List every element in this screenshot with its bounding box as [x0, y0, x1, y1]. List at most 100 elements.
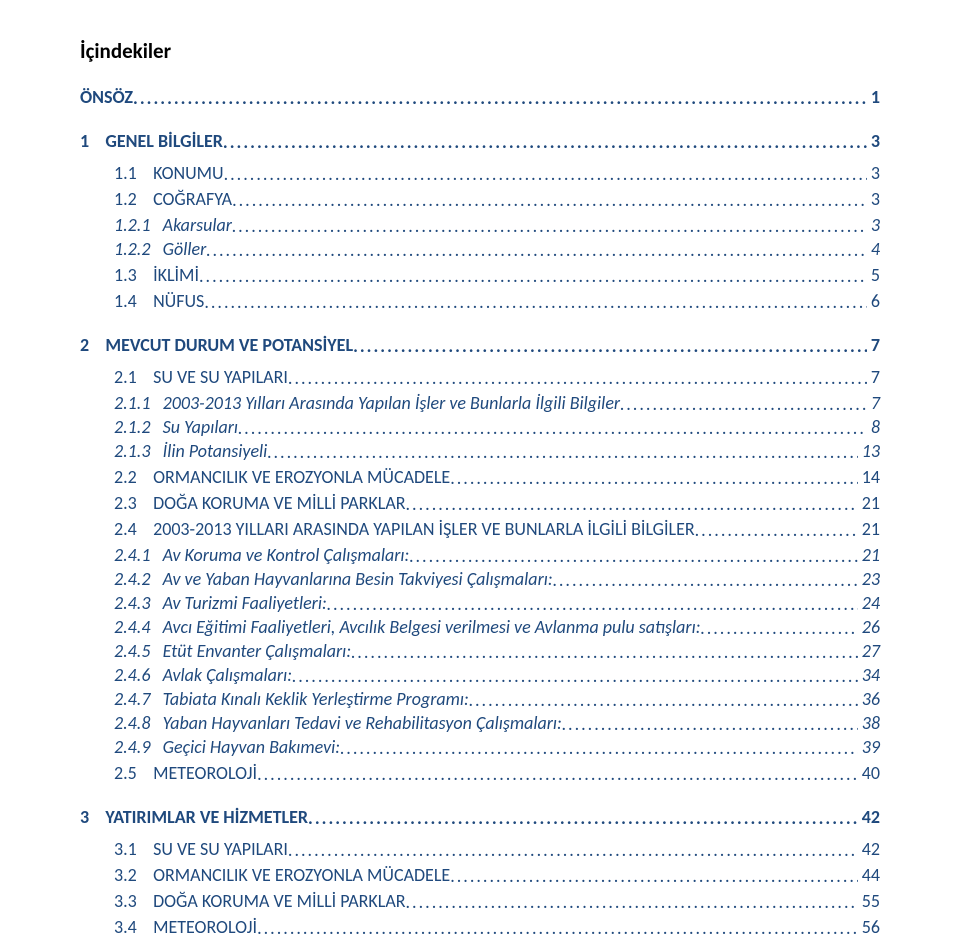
toc-entry: 2.1 SU VE SU YAPILARI 7 — [80, 366, 880, 388]
toc-entry-label: 3.4 METEOROLOJİ — [114, 916, 257, 938]
dot-leader — [133, 87, 867, 109]
toc-entry-label: 2.4 2003-2013 YILLARI ARASINDA YAPILAN İ… — [114, 518, 695, 540]
dot-leader — [695, 519, 858, 541]
toc-entry-page: 13 — [858, 440, 880, 462]
toc-entry: 3.4 METEOROLOJİ 56 — [80, 916, 880, 938]
toc-entry-page: 21 — [858, 518, 880, 540]
dot-leader — [450, 865, 858, 887]
toc-entry: 1 GENEL BİLGİLER 3 — [80, 130, 880, 152]
toc-entry: 3 YATIRIMLAR VE HİZMETLER42 — [80, 806, 880, 828]
dot-leader — [267, 441, 857, 463]
toc-entry: 1.3 İKLİMİ5 — [80, 264, 880, 286]
dot-leader — [353, 335, 867, 357]
toc-entry-label: 2.1.1 2003-2013 Yılları Arasında Yapılan… — [114, 392, 620, 414]
toc-entry: 2.4.3 Av Turizmi Faaliyetleri:24 — [80, 592, 880, 614]
toc-entry: 2.3 DOĞA KORUMA VE MİLLİ PARKLAR 21 — [80, 492, 880, 514]
toc-entry-label: 2.4.1 Av Koruma ve Kontrol Çalışmaları: — [114, 544, 409, 566]
toc-entry-label: 1.4 NÜFUS — [114, 290, 204, 312]
toc-entry-label: 1 GENEL BİLGİLER — [80, 130, 223, 152]
toc-entry-page: 7 — [867, 366, 880, 388]
toc-entry: 3.1 SU VE SU YAPILARI 42 — [80, 838, 880, 860]
toc-entry-page: 3 — [867, 130, 880, 152]
dot-leader — [351, 641, 858, 663]
table-of-contents: ÖNSÖZ11 GENEL BİLGİLER31.1 KONUMU31.2 CO… — [80, 86, 880, 938]
toc-entry-label: 3.3 DOĞA KORUMA VE MİLLİ PARKLAR — [114, 890, 406, 912]
dot-leader — [223, 131, 867, 153]
dot-leader — [292, 665, 858, 687]
toc-entry-page: 21 — [858, 492, 880, 514]
dot-leader — [199, 265, 867, 287]
toc-entry-label: ÖNSÖZ — [80, 86, 133, 108]
toc-entry-page: 3 — [867, 188, 880, 210]
toc-entry-label: 2.4.4 Avcı Eğitimi Faaliyetleri, Avcılık… — [114, 616, 701, 638]
toc-entry-label: 3.1 SU VE SU YAPILARI — [114, 838, 288, 860]
toc-entry-label: 2.4.6 Avlak Çalışmaları: — [114, 664, 292, 686]
dot-leader — [327, 593, 858, 615]
dot-leader — [409, 545, 857, 567]
toc-entry-page: 7 — [867, 334, 880, 356]
toc-entry: 2.4.8 Yaban Hayvanları Tedavi ve Rehabil… — [80, 712, 880, 734]
toc-entry-page: 27 — [858, 640, 880, 662]
toc-entry-label: 1.2.1 Akarsular — [114, 214, 232, 236]
toc-entry-label: 3.2 ORMANCILIK VE EROZYONLA MÜCADELE — [114, 864, 450, 886]
dot-leader — [553, 569, 858, 591]
toc-entry-label: 2.4.2 Av ve Yaban Hayvanlarına Besin Tak… — [114, 568, 553, 590]
toc-entry-page: 23 — [858, 568, 880, 590]
dot-leader — [701, 617, 858, 639]
toc-entry-label: 2.5 METEOROLOJİ — [114, 762, 257, 784]
toc-entry-label: 1.2.2 Göller — [114, 238, 206, 260]
dot-leader — [257, 917, 858, 939]
toc-entry: 2.2 ORMANCILIK VE EROZYONLA MÜCADELE14 — [80, 466, 880, 488]
dot-leader — [450, 467, 858, 489]
toc-entry-label: 2 MEVCUT DURUM VE POTANSİYEL — [80, 334, 353, 356]
toc-entry-label: 2.1.2 Su Yapıları — [114, 416, 238, 438]
dot-leader — [232, 189, 867, 211]
toc-entry-page: 38 — [858, 712, 880, 734]
toc-entry: 2.4.2 Av ve Yaban Hayvanlarına Besin Tak… — [80, 568, 880, 590]
toc-entry-page: 39 — [858, 736, 880, 758]
toc-entry-page: 24 — [858, 592, 880, 614]
toc-entry: 2.4 2003-2013 YILLARI ARASINDA YAPILAN İ… — [80, 518, 880, 540]
toc-entry-label: 1.1 KONUMU — [114, 162, 224, 184]
toc-entry-page: 3 — [867, 162, 880, 184]
toc-entry: 2.4.5 Etüt Envanter Çalışmaları: 27 — [80, 640, 880, 662]
toc-entry: 2.4.4 Avcı Eğitimi Faaliyetleri, Avcılık… — [80, 616, 880, 638]
toc-entry: 2.4.6 Avlak Çalışmaları: 34 — [80, 664, 880, 686]
toc-entry: 2.5 METEOROLOJİ40 — [80, 762, 880, 784]
toc-entry-label: 2.2 ORMANCILIK VE EROZYONLA MÜCADELE — [114, 466, 450, 488]
dot-leader — [406, 493, 858, 515]
dot-leader — [469, 689, 858, 711]
toc-entry: 1.2.1 Akarsular3 — [80, 214, 880, 236]
dot-leader — [620, 393, 867, 415]
toc-entry: 1.1 KONUMU 3 — [80, 162, 880, 184]
toc-entry-label: 3 YATIRIMLAR VE HİZMETLER — [80, 806, 308, 828]
dot-leader — [224, 163, 867, 185]
toc-entry: 2.1.3 İlin Potansiyeli13 — [80, 440, 880, 462]
toc-entry: 2.4.1 Av Koruma ve Kontrol Çalışmaları: 2… — [80, 544, 880, 566]
toc-entry-label: 2.4.9 Geçici Hayvan Bakımevi: — [114, 736, 340, 758]
toc-entry: 1.2.2 Göller 4 — [80, 238, 880, 260]
dot-leader — [232, 215, 867, 237]
toc-entry: 3.3 DOĞA KORUMA VE MİLLİ PARKLAR55 — [80, 890, 880, 912]
toc-entry-page: 42 — [858, 838, 880, 860]
toc-title: İçindekiler — [80, 38, 880, 64]
toc-entry-page: 5 — [867, 264, 880, 286]
dot-leader — [206, 239, 867, 261]
toc-entry-label: 2.1 SU VE SU YAPILARI — [114, 366, 288, 388]
toc-entry-label: 2.4.5 Etüt Envanter Çalışmaları: — [114, 640, 351, 662]
toc-entry-label: 2.3 DOĞA KORUMA VE MİLLİ PARKLAR — [114, 492, 406, 514]
toc-entry-page: 8 — [867, 416, 880, 438]
toc-entry: 3.2 ORMANCILIK VE EROZYONLA MÜCADELE44 — [80, 864, 880, 886]
toc-entry-page: 56 — [858, 916, 880, 938]
dot-leader — [308, 807, 858, 829]
dot-leader — [288, 839, 858, 861]
toc-entry-label: 2.4.7 Tabiata Kınalı Keklik Yerleştirme … — [114, 688, 469, 710]
toc-entry-page: 4 — [867, 238, 880, 260]
dot-leader — [204, 291, 867, 313]
toc-entry-page: 34 — [858, 664, 880, 686]
toc-entry-page: 26 — [858, 616, 880, 638]
toc-entry-page: 21 — [858, 544, 880, 566]
toc-entry: 1.2 COĞRAFYA3 — [80, 188, 880, 210]
toc-entry-label: 2.4.8 Yaban Hayvanları Tedavi ve Rehabil… — [114, 712, 562, 734]
dot-leader — [238, 417, 867, 439]
